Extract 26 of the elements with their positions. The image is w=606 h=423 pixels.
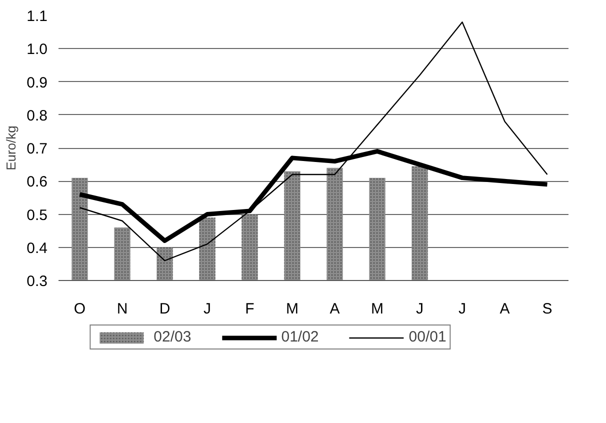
y-tick-label: 0.6 xyxy=(26,174,48,191)
y-tick-label: 0.3 xyxy=(26,273,48,290)
y-tick-label: 0.9 xyxy=(26,74,48,92)
y-axis-title: Euro/kg xyxy=(4,126,19,170)
x-tick-label: M xyxy=(286,300,298,318)
x-tick-label: O xyxy=(74,300,86,318)
x-tick-label: A xyxy=(500,300,510,318)
x-tick-label: M xyxy=(371,300,384,318)
line-series xyxy=(79,22,548,262)
x-tick-label: J xyxy=(416,300,424,318)
legend-label: 01/02 xyxy=(281,328,319,346)
x-tick-label: J xyxy=(458,300,466,318)
x-tick-label: N xyxy=(116,300,128,318)
y-tick-label: 1.1 xyxy=(26,8,48,25)
x-tick-label: F xyxy=(245,300,254,318)
y-tick-label: 1.0 xyxy=(26,41,48,58)
x-tick-label: J xyxy=(204,300,211,318)
x-tick-label: A xyxy=(330,300,340,318)
y-tick-label: 0.7 xyxy=(26,140,48,158)
y-tick-label: 0.8 xyxy=(26,107,48,124)
y-tick-label: 0.5 xyxy=(26,206,48,224)
legend-label: 02/03 xyxy=(154,328,192,346)
x-tick-label: D xyxy=(159,300,170,318)
y-tick-label: 0.4 xyxy=(26,240,48,257)
x-tick-label: S xyxy=(542,300,552,318)
legend-label: 00/01 xyxy=(408,328,446,346)
